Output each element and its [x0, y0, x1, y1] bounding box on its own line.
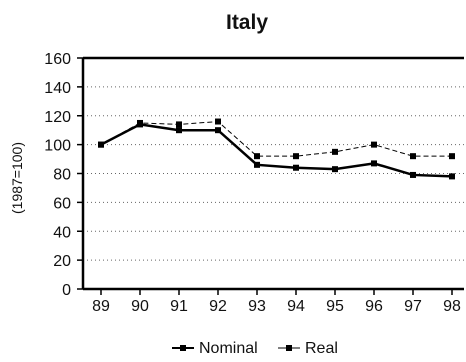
data-point-nominal: [215, 127, 221, 134]
data-point-nominal: [176, 127, 182, 134]
y-tick-label: 20: [53, 253, 71, 270]
legend: Nominal Real: [172, 340, 338, 357]
legend-label-real: Real: [305, 340, 338, 357]
x-tick-label: 96: [365, 298, 383, 315]
x-tick-label: 92: [209, 298, 227, 315]
data-point-nominal: [410, 171, 416, 178]
data-point-real: [410, 153, 416, 160]
series-line-nominal: [100, 123, 453, 178]
x-tick-label: 95: [326, 298, 344, 315]
y-tick-label: 80: [53, 167, 71, 184]
data-point-nominal: [137, 121, 143, 128]
data-point-real: [254, 153, 260, 160]
data-point-nominal: [293, 164, 299, 171]
x-axis-ticks: 89 90 91 92 93 94 95 96 97 98: [92, 289, 461, 315]
series-line-real: [100, 121, 452, 157]
x-tick-label: 94: [287, 298, 305, 315]
data-point-real: [215, 118, 221, 125]
data-point-real: [449, 153, 455, 160]
data-point-real: [371, 141, 377, 148]
y-tick-label: 0: [62, 282, 71, 299]
data-point-nominal: [371, 160, 377, 167]
data-point-nominal: [254, 161, 260, 168]
data-point-real: [293, 153, 299, 160]
series-group: [98, 118, 455, 180]
y-axis-label: (1987=100): [9, 142, 25, 214]
y-tick-label: 160: [44, 51, 71, 68]
legend-label-nominal: Nominal: [199, 340, 258, 357]
x-tick-label: 90: [131, 298, 149, 315]
legend-marker-nominal: [180, 345, 186, 351]
x-tick-label: 93: [248, 298, 266, 315]
legend-marker-real: [286, 345, 292, 351]
x-tick-label: 98: [443, 298, 461, 315]
data-point-real: [176, 121, 182, 128]
data-point-nominal: [449, 173, 455, 180]
chart-title: Italy: [226, 11, 268, 34]
x-tick-label: 97: [404, 298, 422, 315]
data-point-real: [332, 148, 338, 155]
data-point-nominal: [332, 166, 338, 173]
x-tick-label: 91: [170, 298, 188, 315]
x-tick-label: 89: [92, 298, 110, 315]
y-tick-label: 40: [53, 224, 71, 241]
y-tick-label: 60: [53, 195, 71, 212]
data-point-nominal: [98, 141, 104, 148]
y-tick-label: 140: [44, 80, 71, 97]
y-tick-label: 120: [44, 109, 71, 126]
y-axis-ticks: 0 20 40 60 80 100 120 140 160: [44, 51, 83, 299]
y-tick-label: 100: [44, 138, 71, 155]
